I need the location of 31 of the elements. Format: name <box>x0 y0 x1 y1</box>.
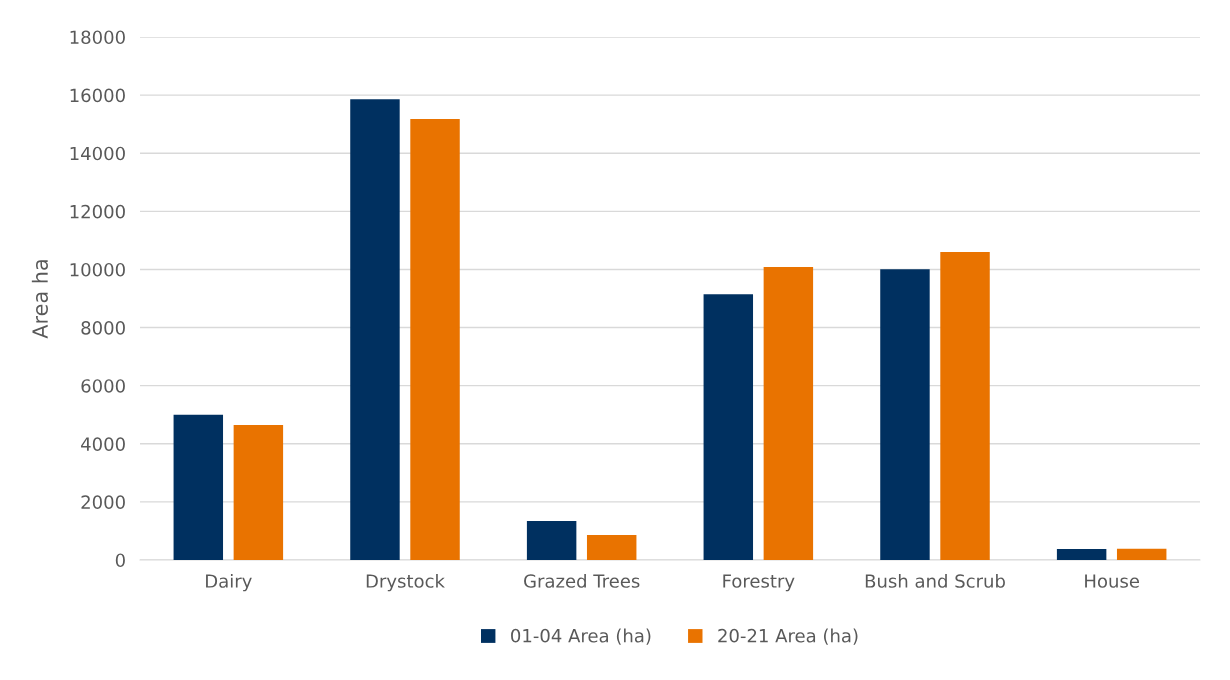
y-tick-label: 16000 <box>70 88 125 103</box>
y-axis-title: Area ha <box>31 260 48 339</box>
bar <box>703 294 754 560</box>
x-tick-label: Forestry <box>723 574 795 592</box>
y-tick-label: 4000 <box>81 437 125 451</box>
bar <box>880 269 930 560</box>
bar <box>763 267 814 560</box>
x-tick-label: Grazed Trees <box>524 573 640 588</box>
bar <box>586 535 637 560</box>
bar <box>940 252 990 560</box>
x-tick-label: Drystock <box>366 573 445 592</box>
bar <box>350 99 400 560</box>
y-tick-label: 2000 <box>81 495 125 510</box>
x-tick-label: House <box>1085 574 1139 588</box>
y-tick-label: 0 <box>115 553 125 568</box>
bar <box>410 119 460 560</box>
bar <box>1056 548 1107 560</box>
legend-label: 20-21 Area (ha) <box>718 628 858 645</box>
y-tick-label: 6000 <box>81 379 125 393</box>
bar <box>173 414 224 560</box>
x-tick-label: Bush and Scrub <box>865 573 1005 588</box>
y-tick-label: 8000 <box>81 321 125 335</box>
y-tick-label: 12000 <box>70 204 125 219</box>
bar <box>233 424 284 560</box>
bar <box>526 521 577 560</box>
legend-label: 01-04 Area (ha) <box>511 628 651 645</box>
y-tick-label: 14000 <box>70 146 125 161</box>
y-tick-label: 18000 <box>70 30 125 45</box>
y-tick-label: 10000 <box>70 262 125 277</box>
x-tick-label: Dairy <box>206 573 252 592</box>
bar <box>1116 548 1167 560</box>
